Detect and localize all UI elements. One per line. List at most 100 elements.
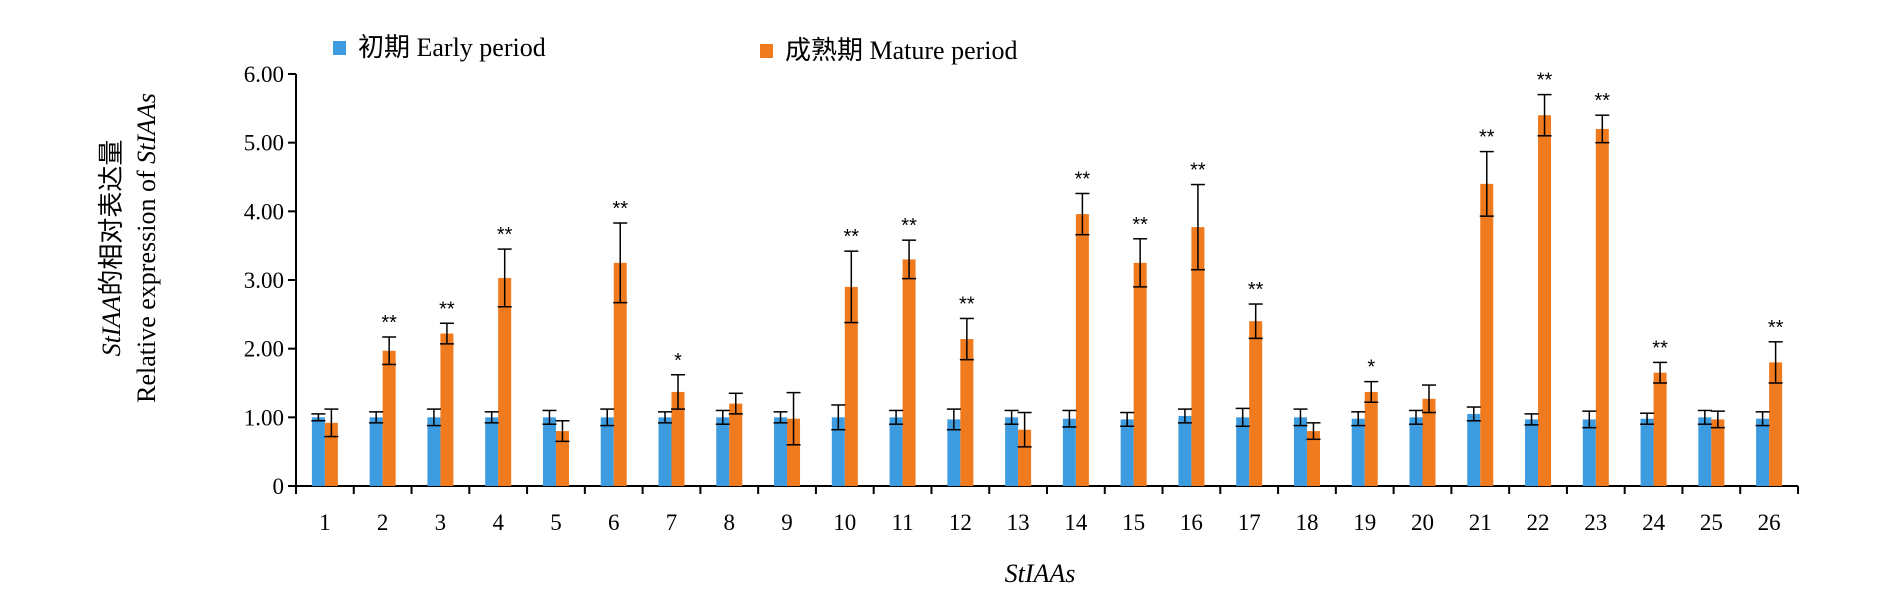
- significance-label: **: [959, 293, 975, 315]
- significance-label: **: [612, 198, 628, 220]
- bar-early: [831, 417, 845, 486]
- x-tick-label: 15: [1122, 510, 1145, 535]
- bar-mature: [787, 418, 801, 486]
- significance-label: **: [1768, 317, 1784, 339]
- bar-mature: [844, 286, 858, 486]
- bar-mature: [902, 259, 916, 486]
- x-tick-label: 6: [608, 510, 620, 535]
- significance-label: **: [1248, 279, 1264, 301]
- bar-mature: [1249, 321, 1263, 486]
- x-tick-label: 5: [550, 510, 562, 535]
- bars: [311, 115, 1783, 487]
- bar-mature: [1191, 227, 1205, 487]
- x-tick-label: 2: [377, 510, 389, 535]
- y-tick-label: 1.00: [244, 405, 284, 430]
- bar-mature: [1306, 431, 1320, 486]
- x-tick-label: 10: [833, 510, 856, 535]
- y-axis-title-line2: Relative expression of StIAAs: [132, 93, 161, 403]
- x-tick-label: 22: [1527, 510, 1550, 535]
- bar-early: [1178, 415, 1192, 486]
- x-axis: 1 2 3 4 5 6 7 8 9 10 11 12 13 14 15 16 17 18 19 20 21 22 23 24 2…: [295, 485, 1799, 535]
- y-tick-label: 6.00: [244, 62, 284, 87]
- bar-early: [1062, 418, 1076, 486]
- bar-early: [1409, 417, 1423, 486]
- x-tick-label: 16: [1180, 510, 1203, 535]
- significance-label: **: [1537, 70, 1553, 92]
- bar-mature: [1711, 419, 1725, 486]
- bar-early: [1698, 417, 1712, 486]
- bar-early: [658, 417, 672, 486]
- legend-label-early: 初期 Early period: [358, 33, 546, 62]
- bar-mature: [324, 422, 338, 486]
- x-tick-label: 21: [1469, 510, 1492, 535]
- significance-label: **: [1190, 160, 1206, 182]
- error-bars: [311, 93, 1783, 448]
- x-tick-label: 8: [724, 510, 736, 535]
- bar-early: [774, 417, 788, 486]
- bar-early: [1120, 419, 1134, 486]
- significance-label: **: [901, 215, 917, 237]
- significance-label: **: [844, 226, 860, 248]
- bar-mature: [1769, 362, 1783, 486]
- legend: 初期 Early period 成熟期 Mature period: [333, 33, 1018, 65]
- bar-early: [1756, 418, 1770, 486]
- significance-marks: *********** ***********************: [381, 70, 1783, 379]
- bar-early: [311, 417, 325, 486]
- bar-mature: [1133, 262, 1147, 486]
- x-tick-label: 17: [1238, 510, 1261, 535]
- x-tick-label: 18: [1295, 510, 1318, 535]
- x-tick-label: 26: [1758, 510, 1781, 535]
- bar-mature: [1075, 214, 1089, 486]
- y-axis-title-gene: StIAA: [97, 296, 126, 357]
- bar-mature: [1595, 128, 1609, 486]
- y-tick-label: 5.00: [244, 131, 284, 156]
- legend-swatch-mature: [760, 44, 773, 58]
- bar-early: [1351, 418, 1365, 486]
- bar-early: [1582, 419, 1596, 486]
- significance-label: **: [439, 298, 455, 320]
- bar-early: [542, 417, 556, 486]
- bar-early: [1525, 419, 1539, 486]
- bar-mature: [382, 350, 396, 486]
- bar-early: [1640, 418, 1654, 486]
- bar-mature: [440, 333, 454, 486]
- x-tick-label: 14: [1064, 510, 1088, 535]
- bar-mature: [555, 431, 569, 486]
- significance-label: **: [1652, 337, 1668, 359]
- x-tick-label: 23: [1584, 510, 1607, 535]
- x-tick-label: 11: [891, 510, 913, 535]
- x-tick-label: 19: [1353, 510, 1376, 535]
- significance-label: **: [497, 224, 513, 246]
- x-tick-label: 20: [1411, 510, 1434, 535]
- significance-label: **: [1479, 127, 1495, 149]
- bar-mature: [1653, 372, 1667, 486]
- bar-early: [889, 417, 903, 486]
- y-tick-label: 0: [273, 474, 285, 499]
- bar-mature: [960, 339, 974, 486]
- x-tick-label: 13: [1007, 510, 1030, 535]
- y-axis-title-en: Relative expression of: [132, 164, 161, 403]
- y-axis-title: StIAA的相对表达量 Relative expression of StIAA…: [97, 93, 161, 403]
- bar-early: [1467, 413, 1481, 486]
- bar-early: [600, 417, 614, 486]
- legend-swatch-early: [333, 41, 346, 55]
- bar-early: [1005, 417, 1019, 486]
- significance-label: **: [1075, 168, 1091, 190]
- y-axis: 0 1.00 2.00 3.00 4.00 5.00 6.00: [244, 62, 297, 499]
- bar-early: [716, 417, 730, 486]
- significance-label: **: [1595, 90, 1611, 112]
- x-tick-label: 9: [781, 510, 793, 535]
- y-tick-label: 3.00: [244, 268, 284, 293]
- bar-mature: [1538, 115, 1552, 486]
- y-tick-label: 4.00: [244, 199, 284, 224]
- bar-mature: [671, 391, 685, 486]
- x-tick-label: 25: [1700, 510, 1723, 535]
- y-axis-title-cn: 的相对表达量: [97, 140, 126, 296]
- bar-early: [947, 419, 961, 486]
- bar-early: [369, 417, 383, 486]
- significance-label: **: [381, 312, 397, 334]
- significance-label: *: [674, 350, 682, 372]
- bar-mature: [1480, 183, 1494, 486]
- x-tick-label: 7: [666, 510, 678, 535]
